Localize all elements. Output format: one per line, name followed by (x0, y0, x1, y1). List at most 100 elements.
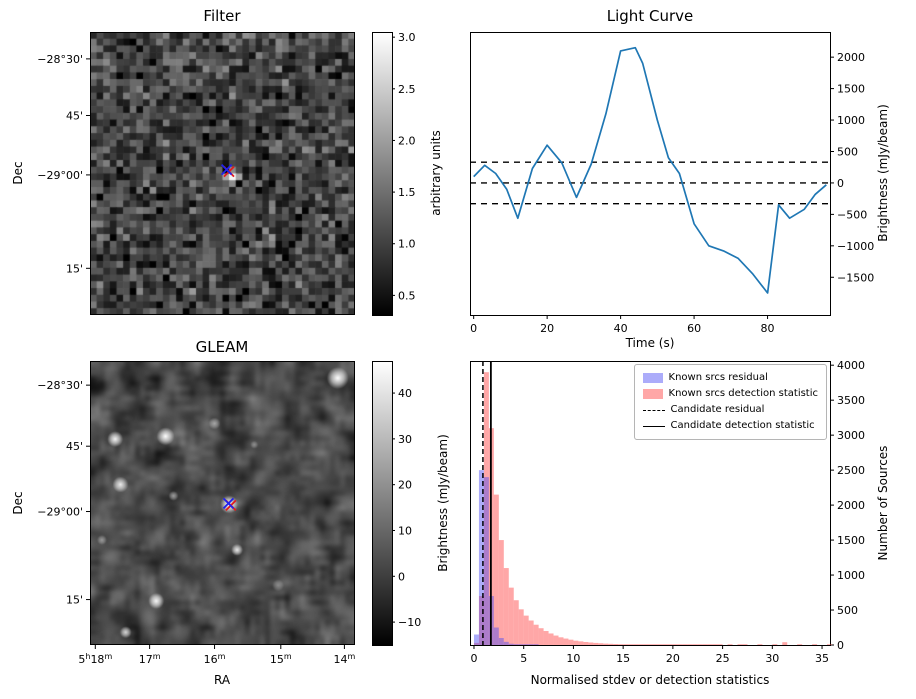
residual-histogram-bar (523, 644, 529, 645)
detection-histogram-bar (578, 641, 584, 645)
colorbar-tick-label: 0 (398, 570, 405, 583)
histogram-legend: Known srcs residual Known srcs detection … (633, 364, 827, 440)
detection-histogram-bar (633, 644, 639, 645)
detection-histogram-bar (603, 643, 609, 645)
ra-tick-label: 17m (139, 652, 161, 666)
stat-tick-label: 30 (765, 652, 779, 665)
filter-colorbar-label: arbitrary units (429, 130, 443, 216)
detection-histogram-bar (667, 644, 673, 645)
residual-histogram-bar (478, 470, 484, 645)
stat-tick-label: 0 (470, 652, 477, 665)
dec-tick-label: −29°00' (37, 169, 83, 182)
residual-histogram-bar (498, 638, 504, 645)
legend-item: Candidate detection statistic (642, 418, 818, 434)
detection-histogram-bar (812, 644, 818, 645)
legend-item: Known srcs detection statistic (642, 386, 818, 402)
brightness-tick-label: 2000 (837, 51, 865, 64)
histogram-ylabel: Number of Sources (876, 446, 890, 561)
dec-tick-label: 15' (66, 594, 83, 607)
brightness-tick-label: 500 (837, 145, 858, 158)
dec-tick-label: 45' (66, 109, 83, 122)
legend-label: Known srcs detection statistic (668, 388, 818, 399)
colorbar-tick-label: 3.0 (398, 31, 416, 44)
detection-histogram-bar (677, 644, 683, 645)
detection-histogram-bar (523, 615, 529, 645)
dec-tick-label: 45' (66, 440, 83, 453)
time-tick-label: 40 (614, 322, 628, 335)
detection-histogram-bar (797, 644, 803, 645)
dec-tick-label: −28°30' (37, 53, 83, 66)
legend-label: Candidate residual (670, 404, 765, 415)
detection-histogram-bar (563, 638, 569, 645)
gleam-image-border (90, 361, 355, 645)
brightness-tick-label: 1500 (837, 83, 865, 96)
ra-tick-label: 14m (334, 652, 356, 666)
detection-histogram-bar (697, 644, 703, 645)
gleam-ylabel: Dec (11, 491, 25, 514)
detection-histogram-bar (498, 540, 504, 645)
dec-tick-label: 15' (66, 262, 83, 275)
time-tick-label: 0 (470, 322, 477, 335)
residual-histogram-bar (513, 644, 519, 645)
colorbar-tick-label: 10 (398, 524, 412, 537)
colorbar-tick-label: 1.0 (398, 238, 416, 251)
detection-histogram-bar (548, 633, 554, 645)
count-tick-label: 3000 (837, 429, 865, 442)
colorbar-tick-label: 20 (398, 479, 412, 492)
residual-histogram-bar (473, 634, 479, 645)
detection-histogram-bar (717, 644, 723, 645)
detection-histogram-bar (682, 644, 688, 645)
residual-histogram-bar (508, 643, 514, 645)
lightcurve-line (473, 46, 827, 294)
colorbar-tick-label: 30 (398, 433, 412, 446)
detection-histogram-bar (648, 644, 653, 645)
residual-histogram-bar (493, 627, 499, 645)
filter-title: Filter (203, 7, 241, 25)
stat-tick-label: 5 (520, 652, 527, 665)
histogram-xlabel: Normalised stdev or detection statistics (531, 673, 770, 687)
legend-label: Known srcs residual (668, 372, 768, 383)
filter-ylabel: Dec (11, 161, 25, 184)
lightcurve-xlabel: Time (s) (625, 336, 675, 350)
generated-plot-content: −28°30' 45' −29°00' 15' 3.0 2.5 2.0 1.5 1.0 0.5 −2… (37, 31, 874, 666)
time-tick-label: 60 (687, 322, 701, 335)
colorbar-tick-label: 40 (398, 387, 412, 400)
detection-histogram-bar (643, 644, 649, 645)
detection-histogram-bar (493, 494, 499, 645)
detection-histogram-bar (598, 643, 604, 645)
residual-histogram-bar (483, 477, 489, 645)
residual-histogram-bar (533, 644, 539, 645)
legend-patch-swatch (642, 389, 663, 399)
detection-histogram-bar (558, 637, 564, 645)
legend-line-swatch (642, 409, 665, 411)
detection-histogram-bar (638, 644, 644, 645)
detection-histogram-bar (588, 642, 594, 645)
detection-histogram-bar (827, 644, 832, 645)
detection-histogram-bar (742, 644, 748, 645)
brightness-tick-label: −500 (837, 208, 867, 221)
time-tick-label: 20 (540, 322, 554, 335)
colorbar-tick-label: 2.0 (398, 134, 416, 147)
detection-histogram-bar (772, 644, 778, 645)
detection-histogram-bar (712, 644, 718, 645)
detection-histogram-bar (503, 568, 509, 645)
gleam-heatmap-image (90, 361, 355, 645)
detection-histogram-bar (608, 643, 614, 645)
count-tick-label: 4000 (837, 359, 865, 372)
detection-histogram-bar (657, 644, 663, 645)
detection-histogram-bar (528, 620, 534, 645)
histogram-axes-box (470, 361, 831, 646)
detection-histogram-bar (483, 372, 489, 645)
detection-histogram-bar (538, 628, 544, 645)
legend-line-swatch (642, 425, 665, 427)
detection-histogram-bar (737, 644, 743, 645)
stat-tick-label: 20 (666, 652, 680, 665)
filter-image-border (90, 32, 355, 315)
count-tick-label: 500 (837, 604, 858, 617)
lightcurve-ylabel: Brightness (mJy/beam) (876, 104, 890, 242)
ra-tick-label: 15m (270, 652, 292, 666)
brightness-tick-label: −1000 (837, 240, 874, 253)
brightness-tick-label: 0 (837, 177, 844, 190)
residual-histogram-bar (518, 644, 524, 645)
